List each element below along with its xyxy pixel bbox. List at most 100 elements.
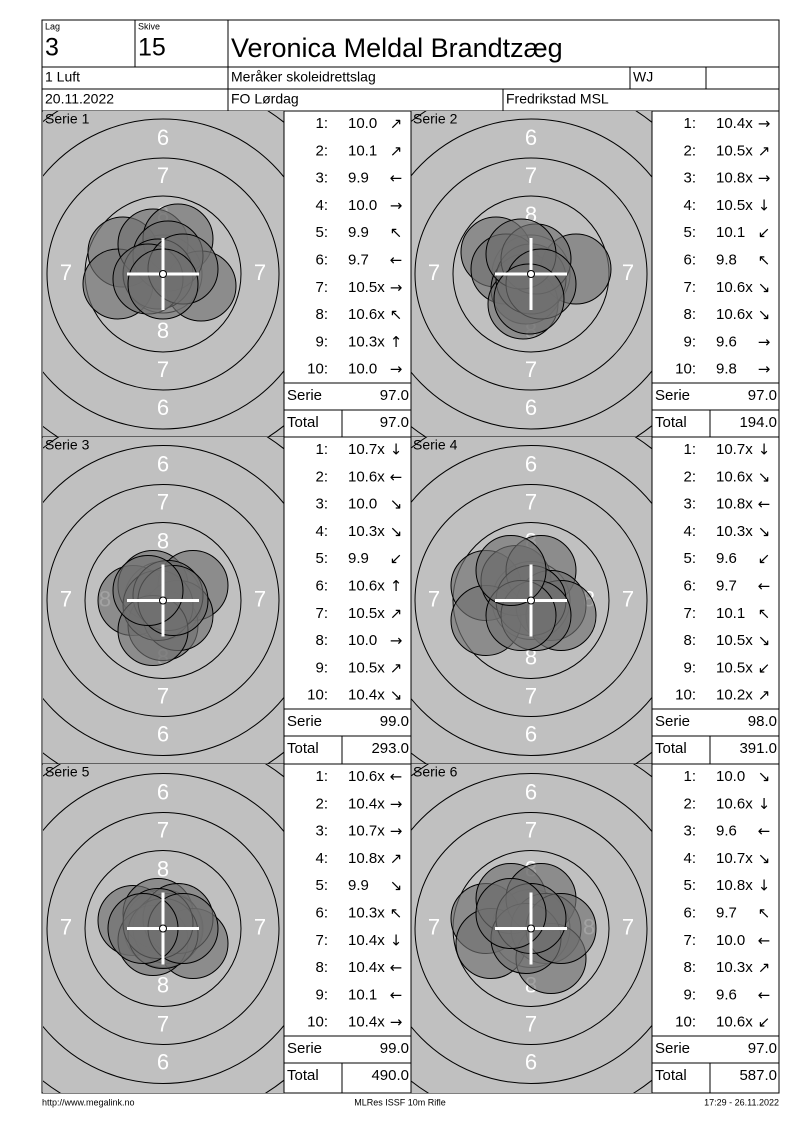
shot-number: 4: [315,523,328,540]
ring [46,484,280,717]
center-dot [159,596,167,605]
ring [46,157,280,391]
shot-direction: → [758,333,771,351]
shot-number: 9: [683,659,696,676]
shot-score: 10.5x [348,659,385,676]
shot-number: 4: [683,197,696,214]
series-title: Serie 3 [45,437,90,453]
ring-label: 7 [254,914,266,939]
shot-direction: ↖ [758,904,771,922]
shot-number: 6: [683,251,696,268]
total-score: 194.0 [739,414,777,431]
serie-label: Serie [287,1040,322,1057]
shot-direction: → [758,169,771,187]
serie-label: Serie [287,387,322,404]
shot-number: 8: [683,632,696,649]
shot-score: 9.6 [716,550,737,567]
shot-score: 10.6x [716,279,753,296]
shot-direction: ↘ [758,768,771,786]
ring [84,522,242,679]
shot-direction: ← [390,468,403,486]
shot-number: 3: [315,823,328,840]
ring-label: 6 [525,1049,537,1074]
shot-score: 10.0 [348,115,377,132]
ring-label: 6 [525,395,537,420]
footer-url: http://www.megalink.no [42,1097,135,1107]
shot-hole [475,535,547,606]
shot-direction: → [390,196,403,214]
shot-number: 5: [315,224,328,241]
ring-label: 7 [157,357,169,382]
serie-label: Serie [287,713,322,730]
center-dot [159,924,167,933]
shot-score: 10.4x [348,1014,385,1031]
ring-label: 7 [157,163,169,188]
total-score: 490.0 [371,1067,409,1084]
ring [411,773,652,1084]
shot-number: 7: [683,605,696,622]
shot-score: 9.9 [348,877,369,894]
shot-direction: ↘ [758,306,771,324]
shot-score: 10.3x [716,523,753,540]
target: 678678787 [43,437,284,764]
shot-direction: ← [758,495,771,513]
shot-number: 1: [683,115,696,132]
shot-direction: ↗ [390,659,403,677]
ring-label: 7 [525,489,537,514]
shot-direction: → [390,360,403,378]
target: 678678778 [411,437,652,764]
shot-number: 10: [307,1014,328,1031]
ring-label: 7 [157,817,169,842]
shot-hole [475,878,547,949]
shot-score: 10.4x [348,687,385,704]
shot-number: 5: [683,224,696,241]
shot-number: 7: [683,279,696,296]
total-label: Total [655,1067,687,1084]
shot-direction: ↓ [758,441,771,459]
shot-score: 9.9 [348,550,369,567]
shot-score: 10.0 [716,932,745,949]
shot-score: 9.9 [348,224,369,241]
shot-direction: ↓ [758,196,771,214]
ring-label: 7 [428,914,440,939]
shot-direction: ↗ [390,142,403,160]
shot-number: 6: [683,577,696,594]
shot-score: 9.7 [348,251,369,268]
lag-label: Lag [45,21,60,31]
shot-score: 10.6x [348,468,385,485]
series-title: Serie 5 [45,764,90,780]
shot-direction: ↙ [758,659,771,677]
shot-direction: ↘ [758,522,771,540]
ring [43,445,284,756]
shot-score: 10.4x [348,932,385,949]
shot-score: 10.4x [716,115,753,132]
shot-number: 5: [315,550,328,567]
shot-direction: ↓ [758,795,771,813]
ring-label: 7 [60,260,72,285]
club: Meråker skoleidrettslag [231,69,376,85]
shot-direction: ↖ [758,251,771,269]
shot-score: 10.5x [716,659,753,676]
shot-number: 8: [683,306,696,323]
shot-score: 10.6x [716,468,753,485]
ring-label: 7 [525,817,537,842]
shot-number: 2: [683,142,696,159]
shot-score: 10.1 [348,142,377,159]
total-score: 587.0 [739,1067,777,1084]
shot-number: 5: [315,877,328,894]
shot-number: 10: [307,687,328,704]
shot-number: 6: [315,251,328,268]
shot-number: 8: [315,632,328,649]
shot-number: 4: [315,850,328,867]
shot-direction: ↑ [390,333,403,351]
shot-number: 5: [683,877,696,894]
ring [411,445,652,756]
ring [414,812,648,1045]
shot-number: 6: [315,904,328,921]
serie-score: 99.0 [380,713,409,730]
shot-number: 9: [315,659,328,676]
shot-direction: ↖ [758,604,771,622]
shooter-name: Veronica Meldal Brandtzæg [231,33,563,63]
